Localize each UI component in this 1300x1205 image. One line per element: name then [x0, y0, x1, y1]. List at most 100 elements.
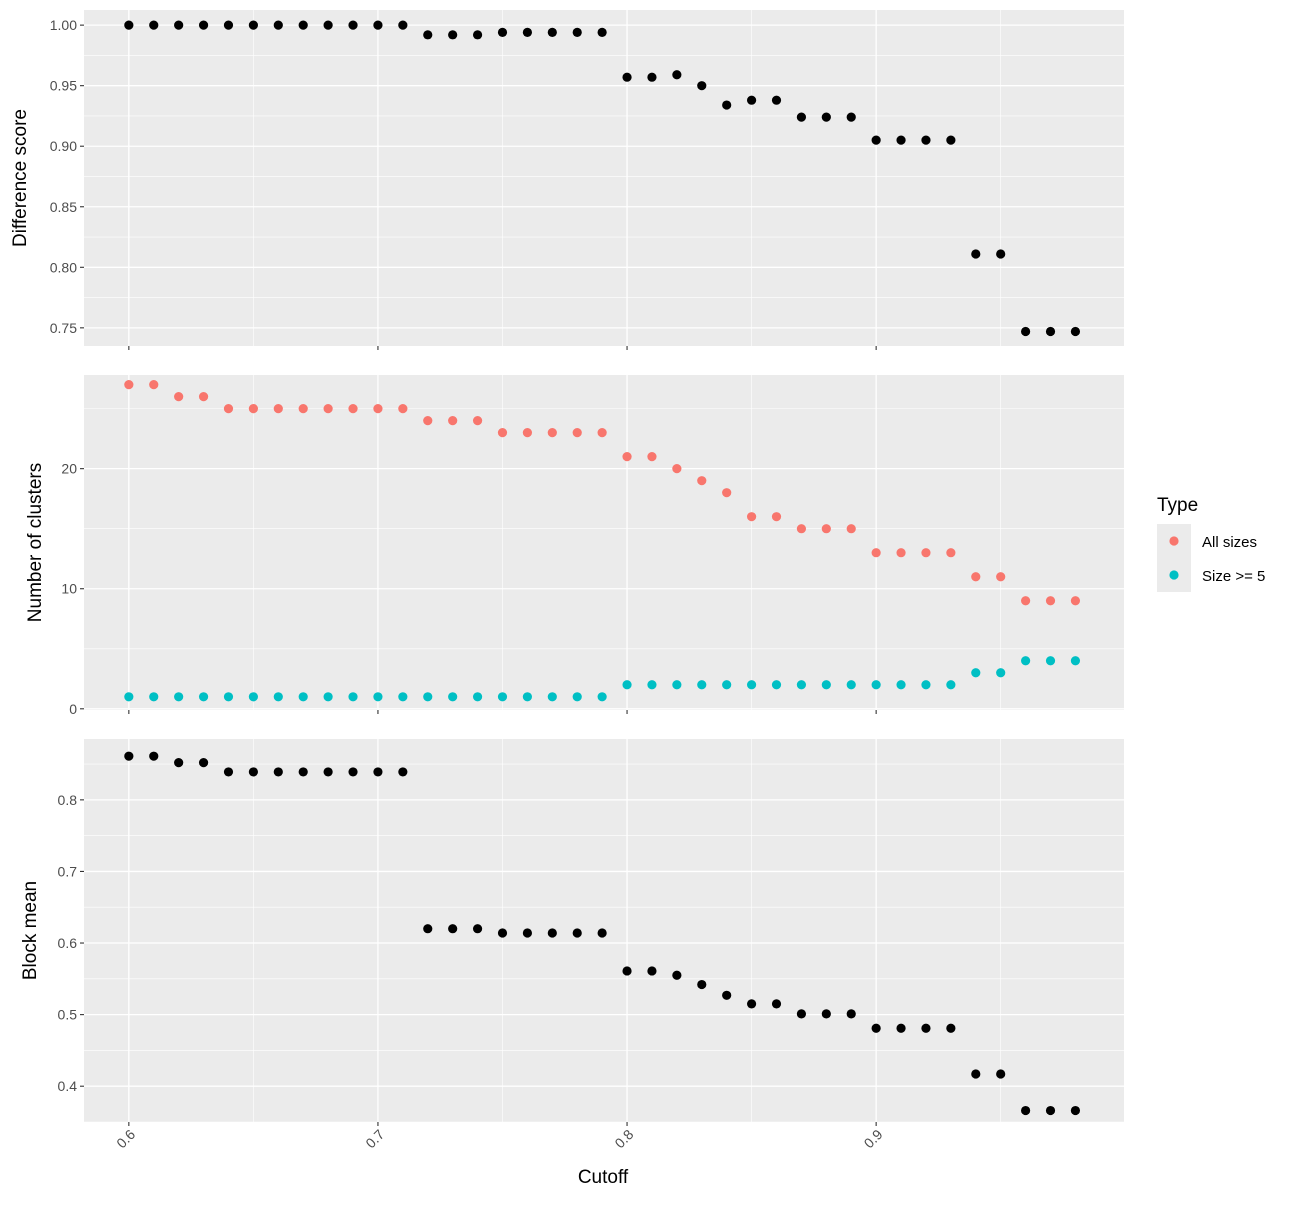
- data-point-series: [572, 27, 582, 37]
- data-point-all-sizes: [149, 380, 159, 390]
- data-point-all-sizes: [298, 404, 308, 414]
- data-point-all-sizes: [647, 452, 657, 462]
- data-point-size-5: [971, 668, 981, 678]
- data-point-series: [1070, 326, 1081, 337]
- data-point-series: [871, 1023, 881, 1033]
- data-point-all-sizes: [472, 416, 483, 426]
- data-point-series: [273, 20, 283, 30]
- data-point-series: [722, 990, 732, 1000]
- data-point-all-sizes: [497, 428, 508, 438]
- data-point-series: [697, 979, 707, 990]
- data-point-all-sizes: [597, 428, 607, 438]
- y-tick-label: 0.6: [58, 935, 78, 951]
- data-point-size-5: [522, 692, 533, 702]
- data-point-size-5: [697, 680, 707, 690]
- data-point-all-sizes: [722, 488, 732, 498]
- legend-dot-size-5: [1169, 570, 1179, 580]
- data-point-series: [796, 112, 807, 122]
- data-point-series: [398, 20, 408, 30]
- data-point-series: [647, 72, 657, 82]
- data-point-series: [946, 135, 956, 145]
- data-point-size-5: [746, 680, 757, 690]
- data-point-all-sizes: [672, 464, 682, 474]
- data-point-all-sizes: [572, 428, 582, 438]
- data-point-all-sizes: [871, 548, 881, 558]
- data-point-series: [497, 27, 508, 37]
- data-point-series: [472, 924, 483, 934]
- data-point-series: [174, 758, 184, 768]
- data-point-all-sizes: [398, 404, 408, 414]
- y-tick-label: 0.5: [58, 1007, 78, 1023]
- data-point-series: [198, 20, 209, 30]
- y-axis-title: Difference score: [10, 109, 31, 247]
- data-point-series: [722, 100, 732, 110]
- data-point-series: [423, 30, 433, 40]
- data-point-size-5: [547, 692, 557, 702]
- data-point-size-5: [149, 692, 159, 702]
- y-tick-label: 0.8: [58, 792, 78, 808]
- data-point-series: [672, 70, 682, 80]
- data-point-series: [771, 95, 782, 105]
- y-tick-label: 0.4: [58, 1078, 78, 1094]
- data-point-size-5: [273, 692, 283, 702]
- data-point-all-sizes: [423, 416, 433, 426]
- data-point-all-sizes: [996, 572, 1006, 582]
- data-point-size-5: [423, 692, 433, 702]
- y-tick-label: 20: [61, 461, 77, 477]
- data-point-series: [298, 20, 308, 30]
- data-point-series: [597, 27, 607, 37]
- data-point-series: [448, 924, 458, 934]
- data-point-series: [572, 928, 582, 938]
- data-point-size-5: [348, 692, 358, 702]
- data-point-series: [746, 999, 757, 1009]
- data-point-series: [323, 767, 333, 777]
- data-point-all-sizes: [348, 404, 358, 414]
- data-point-all-sizes: [946, 548, 956, 558]
- data-point-series: [896, 1023, 906, 1033]
- data-point-series: [996, 249, 1006, 259]
- data-point-size-5: [672, 680, 682, 690]
- data-point-series: [522, 27, 533, 37]
- panel-difference-score: 0.75 0.80 0.85 0.90 0.95 1.00 Difference score: [10, 10, 1124, 350]
- y-axis-title: Number of clusters: [25, 463, 46, 622]
- data-point-size-5: [996, 668, 1006, 678]
- y-tick-label: 0.85: [50, 199, 77, 215]
- panel-number-of-clusters: 0 10 20 Number of clusters: [25, 375, 1124, 717]
- y-tick-label: 0.95: [50, 78, 77, 94]
- legend-dot-all-sizes: [1169, 536, 1179, 546]
- data-point-all-sizes: [622, 452, 632, 462]
- data-point-series: [996, 1069, 1006, 1079]
- data-point-series: [1021, 326, 1031, 337]
- data-point-size-5: [174, 692, 184, 702]
- data-point-size-5: [921, 680, 931, 690]
- data-point-series: [771, 999, 782, 1009]
- data-point-size-5: [448, 692, 458, 702]
- data-point-series: [448, 30, 458, 40]
- data-point-all-sizes: [821, 524, 831, 534]
- data-point-series: [149, 20, 159, 30]
- data-point-series: [497, 928, 508, 938]
- y-tick-label: 0.7: [58, 863, 78, 879]
- data-point-series: [298, 767, 308, 777]
- data-point-all-sizes: [746, 512, 757, 522]
- data-point-series: [971, 249, 981, 259]
- data-point-all-sizes: [846, 524, 856, 534]
- legend-label-all-sizes: All sizes: [1202, 534, 1257, 551]
- y-tick-label: 0.75: [50, 320, 77, 336]
- data-point-series: [248, 20, 258, 30]
- y-tick-label: 1.00: [50, 17, 77, 33]
- panel-block-mean: 0.4 0.5 0.6 0.7 0.8 Block mean: [20, 739, 1124, 1126]
- data-point-series: [796, 1009, 807, 1019]
- data-point-series: [946, 1023, 956, 1033]
- data-point-series: [1045, 1105, 1056, 1116]
- data-point-series: [846, 112, 856, 122]
- data-point-size-5: [896, 680, 906, 690]
- data-point-all-sizes: [248, 404, 258, 414]
- legend: Type All sizes Size >= 5: [1157, 495, 1265, 592]
- data-point-series: [1045, 326, 1056, 337]
- y-tick-label: 10: [61, 581, 77, 597]
- data-point-all-sizes: [796, 524, 807, 534]
- data-point-series: [348, 20, 358, 30]
- data-point-series: [746, 95, 757, 105]
- data-point-size-5: [223, 692, 234, 702]
